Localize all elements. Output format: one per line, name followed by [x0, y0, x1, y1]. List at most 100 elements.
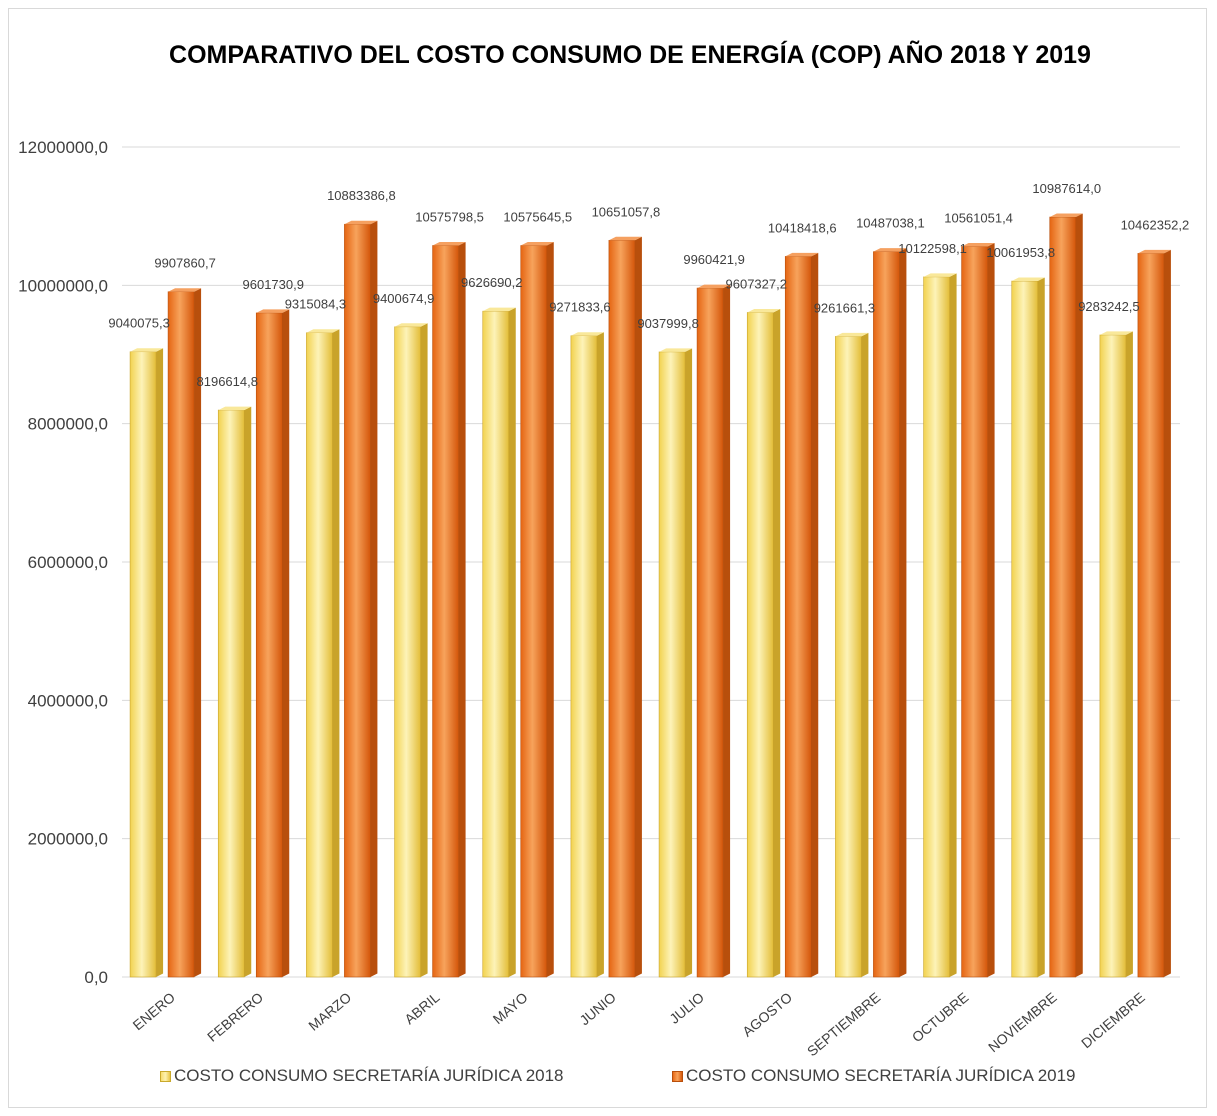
x-tick-label: FEBRERO — [204, 989, 266, 1045]
bar-side-2018-abril — [420, 323, 428, 978]
x-tick-label: OCTUBRE — [909, 989, 972, 1045]
bar-side-2019-enero — [194, 288, 202, 977]
bar-top-2018-septiembre — [835, 332, 869, 337]
bar-2018-febrero — [217, 409, 245, 978]
bar-2018-agosto — [746, 312, 774, 978]
x-tick-label: JUNIO — [576, 989, 619, 1028]
data-label-2018-febrero: 8196614,8 — [197, 374, 258, 389]
x-tick-label: ABRIL — [401, 989, 442, 1027]
bar-top-2018-octubre — [923, 273, 957, 277]
data-label-2019-octubre: 10561051,4 — [944, 211, 1013, 226]
bar-side-2019-julio — [723, 284, 731, 978]
x-tick-label: NOVIEMBRE — [985, 989, 1060, 1055]
chart-frame — [8, 8, 1207, 1108]
data-label-2018-marzo: 9315084,3 — [285, 297, 346, 312]
bar-top-2018-diciembre — [1099, 331, 1133, 335]
bar-2019-marzo — [344, 223, 371, 978]
bar-side-2018-junio — [596, 332, 604, 977]
bar-side-2018-agosto — [773, 308, 781, 978]
x-tick-label: SEPTIEMBRE — [804, 989, 883, 1059]
legend-item-2019: COSTO CONSUMO SECRETARÍA JURÍDICA 2019 — [672, 1066, 1076, 1086]
bar-top-2018-enero — [130, 348, 164, 352]
x-tick-label: MARZO — [305, 989, 354, 1034]
data-label-2018-diciembre: 9283242,5 — [1078, 299, 1139, 314]
y-tick-label: 10000000,0 — [18, 276, 108, 295]
bar-top-2019-julio — [697, 284, 731, 289]
data-label-2018-mayo: 9626690,2 — [461, 275, 522, 290]
data-label-2019-junio: 10651057,8 — [592, 204, 661, 219]
bar-top-2018-julio — [659, 348, 693, 352]
bar-top-2019-febrero — [256, 309, 290, 313]
legend-swatch-2018 — [160, 1070, 171, 1082]
y-tick-label: 8000000,0 — [28, 415, 108, 434]
bar-2018-diciembre — [1099, 334, 1127, 978]
bar-2018-junio — [570, 335, 598, 978]
data-label-2019-diciembre: 10462352,2 — [1121, 217, 1190, 232]
data-label-2019-febrero: 9601730,9 — [243, 277, 304, 292]
bar-top-2019-mayo — [520, 242, 554, 246]
data-label-2018-junio: 9271833,6 — [549, 300, 610, 315]
data-label-2019-agosto: 10418418,6 — [768, 220, 837, 235]
data-label-2018-julio: 9037999,8 — [637, 316, 698, 331]
bar-side-2018-mayo — [508, 307, 516, 977]
x-tick-label: ENERO — [130, 989, 179, 1033]
bar-side-2018-enero — [156, 348, 164, 977]
data-label-2018-noviembre: 10061953,8 — [986, 245, 1055, 260]
bar-2019-mayo — [520, 245, 548, 978]
bar-side-2018-noviembre — [1037, 277, 1045, 977]
data-label-2019-septiembre: 10487038,1 — [856, 216, 925, 231]
legend-item-2018: COSTO CONSUMO SECRETARÍA JURÍDICA 2018 — [160, 1066, 564, 1086]
bar-2018-abril — [394, 326, 421, 978]
bar-side-2019-diciembre — [1163, 249, 1171, 977]
data-label-2019-mayo: 10575645,5 — [503, 210, 572, 225]
bar-side-2019-marzo — [370, 220, 378, 977]
legend-label-2018: COSTO CONSUMO SECRETARÍA JURÍDICA 2018 — [174, 1066, 564, 1085]
y-tick-label: 2000000,0 — [28, 830, 108, 849]
bar-side-2019-agosto — [811, 252, 819, 978]
bar-2019-junio — [608, 240, 636, 978]
bar-side-2018-marzo — [332, 329, 340, 977]
bar-2019-abril — [432, 245, 459, 978]
bar-side-2018-julio — [685, 348, 693, 977]
data-label-2018-enero: 9040075,3 — [108, 316, 169, 331]
data-label-2019-marzo: 10883386,8 — [327, 188, 396, 203]
y-axis-ticks: 0,0 2000000,0 4000000,0 6000000,0 8000000,0 1… — [18, 138, 108, 987]
chart-title: COMPARATIVO DEL COSTO CONSUMO DE ENERGÍA… — [169, 41, 1091, 69]
y-tick-label: 12000000,0 — [18, 138, 108, 157]
bars — [129, 213, 1171, 978]
bar-side-2018-septiembre — [861, 332, 869, 978]
bar-top-2019-abril — [432, 242, 466, 246]
x-tick-label: AGOSTO — [739, 989, 795, 1040]
bar-2018-enero — [129, 351, 157, 978]
bar-top-2018-febrero — [218, 406, 252, 411]
x-axis-ticks: ENERO FEBRERO MARZO ABRIL MAYO JUNIO JULIO AGOS… — [130, 989, 1148, 1059]
bar-top-2019-septiembre — [873, 248, 907, 252]
bar-2018-noviembre — [1011, 280, 1039, 978]
data-label-2018-octubre: 10122598,1 — [898, 241, 967, 256]
data-label-2019-abril: 10575798,5 — [415, 210, 484, 225]
bar-2018-mayo — [482, 310, 510, 978]
bar-top-2019-noviembre — [1049, 213, 1083, 218]
gridlines — [122, 146, 1180, 978]
bar-side-2019-octubre — [987, 243, 995, 977]
data-label-2018-agosto: 9607327,2 — [726, 276, 787, 291]
bar-top-2018-mayo — [482, 307, 516, 312]
bar-2019-enero — [167, 291, 195, 978]
bar-top-2018-agosto — [747, 308, 781, 313]
bar-top-2019-diciembre — [1137, 249, 1171, 254]
bar-top-2019-enero — [168, 288, 202, 292]
bar-side-2018-octubre — [949, 273, 957, 977]
bar-2019-diciembre — [1137, 253, 1165, 978]
bar-top-2019-octubre — [961, 243, 995, 247]
bar-2018-julio — [658, 351, 686, 978]
bar-2019-septiembre — [873, 251, 900, 978]
bar-side-2018-diciembre — [1125, 331, 1133, 977]
data-label-2019-enero: 9907860,7 — [154, 256, 215, 271]
bar-top-2019-agosto — [785, 252, 819, 257]
bar-top-2019-junio — [608, 236, 642, 241]
bar-side-2018-febrero — [244, 406, 252, 977]
bar-2018-marzo — [306, 332, 333, 978]
data-labels: 9040075,3 9907860,7 8196614,8 9601730,9 9315… — [108, 181, 1189, 389]
bar-2018-octubre — [923, 276, 950, 978]
bar-2019-agosto — [784, 256, 812, 978]
